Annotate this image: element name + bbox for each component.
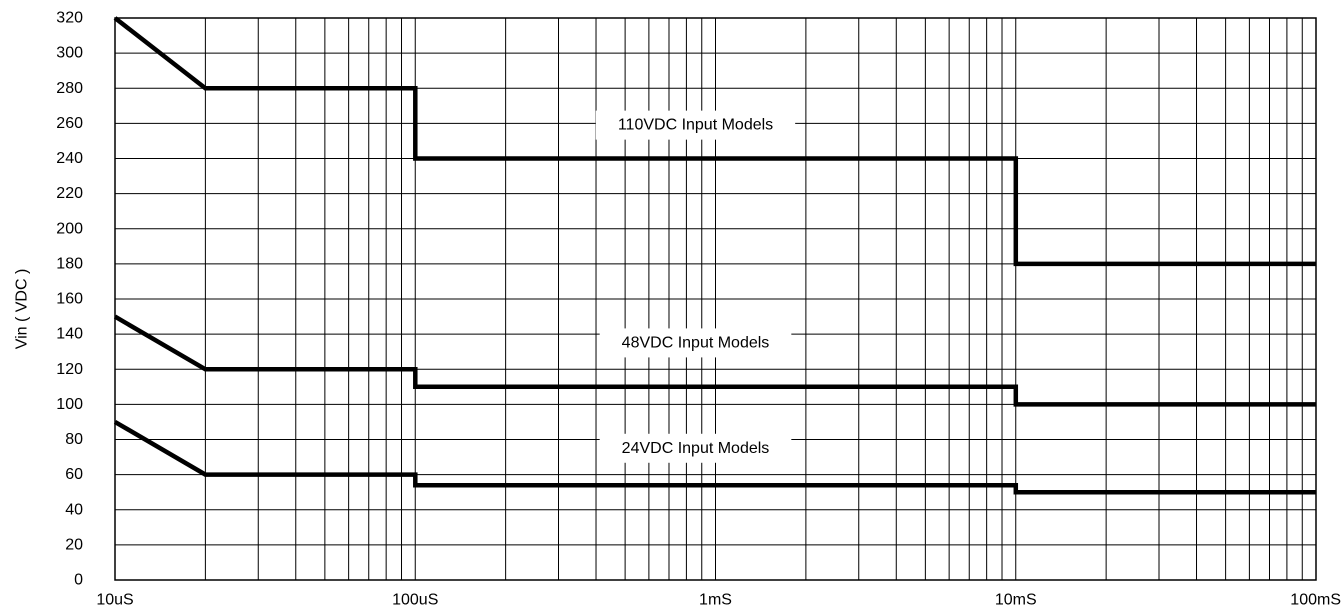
- x-tick-label: 1mS: [699, 592, 732, 609]
- y-tick-label: 40: [65, 501, 83, 518]
- x-tick-label: 10uS: [96, 592, 133, 609]
- series-label-background: [595, 110, 796, 140]
- series-label: 110VDC Input Models: [618, 117, 773, 134]
- series-line: [113, 314, 1316, 407]
- plot-frame: [114, 17, 1317, 581]
- y-tick-label: 220: [56, 185, 83, 202]
- y-tick-label: 20: [65, 536, 83, 553]
- y-tick-label: 240: [56, 150, 83, 167]
- y-tick-label: 300: [56, 45, 83, 62]
- series-labels: 110VDC Input Models 48VDC Input Models 24V…: [595, 110, 796, 463]
- y-tick-label: 100: [56, 396, 83, 413]
- grid: [114, 17, 1316, 581]
- series-label-background: [599, 433, 792, 463]
- y-tick-label: 280: [56, 80, 83, 97]
- y-axis-label: Vin ( VDC ): [14, 269, 31, 350]
- series-label: 48VDC Input Models: [622, 334, 770, 351]
- y-tick-label: 60: [65, 466, 83, 483]
- series-label-background: [599, 328, 792, 358]
- x-tick-label: 10mS: [995, 592, 1037, 609]
- series-line: [113, 419, 1316, 495]
- x-tick-labels: 10uS 100uS 1mS 10mS 100mS: [96, 592, 1341, 609]
- y-tick-label: 80: [65, 431, 83, 448]
- y-tick-label: 180: [56, 255, 83, 272]
- series-label: 24VDC Input Models: [622, 440, 770, 457]
- x-tick-label: 100uS: [392, 592, 438, 609]
- y-tick-label: 160: [56, 291, 83, 308]
- y-tick-label: 260: [56, 115, 83, 132]
- y-tick-label: 320: [56, 10, 83, 27]
- y-tick-label: 120: [56, 361, 83, 378]
- y-tick-label: 200: [56, 220, 83, 237]
- series-lines: [113, 16, 1316, 495]
- x-tick-label: 100mS: [1290, 592, 1341, 609]
- y-tick-label: 0: [74, 572, 83, 589]
- y-tick-labels: 0 20 40 60 80 100 120 140 160 180 200 220 240 260 280 3…: [56, 10, 83, 589]
- series-line: [113, 16, 1316, 267]
- y-tick-label: 140: [56, 326, 83, 343]
